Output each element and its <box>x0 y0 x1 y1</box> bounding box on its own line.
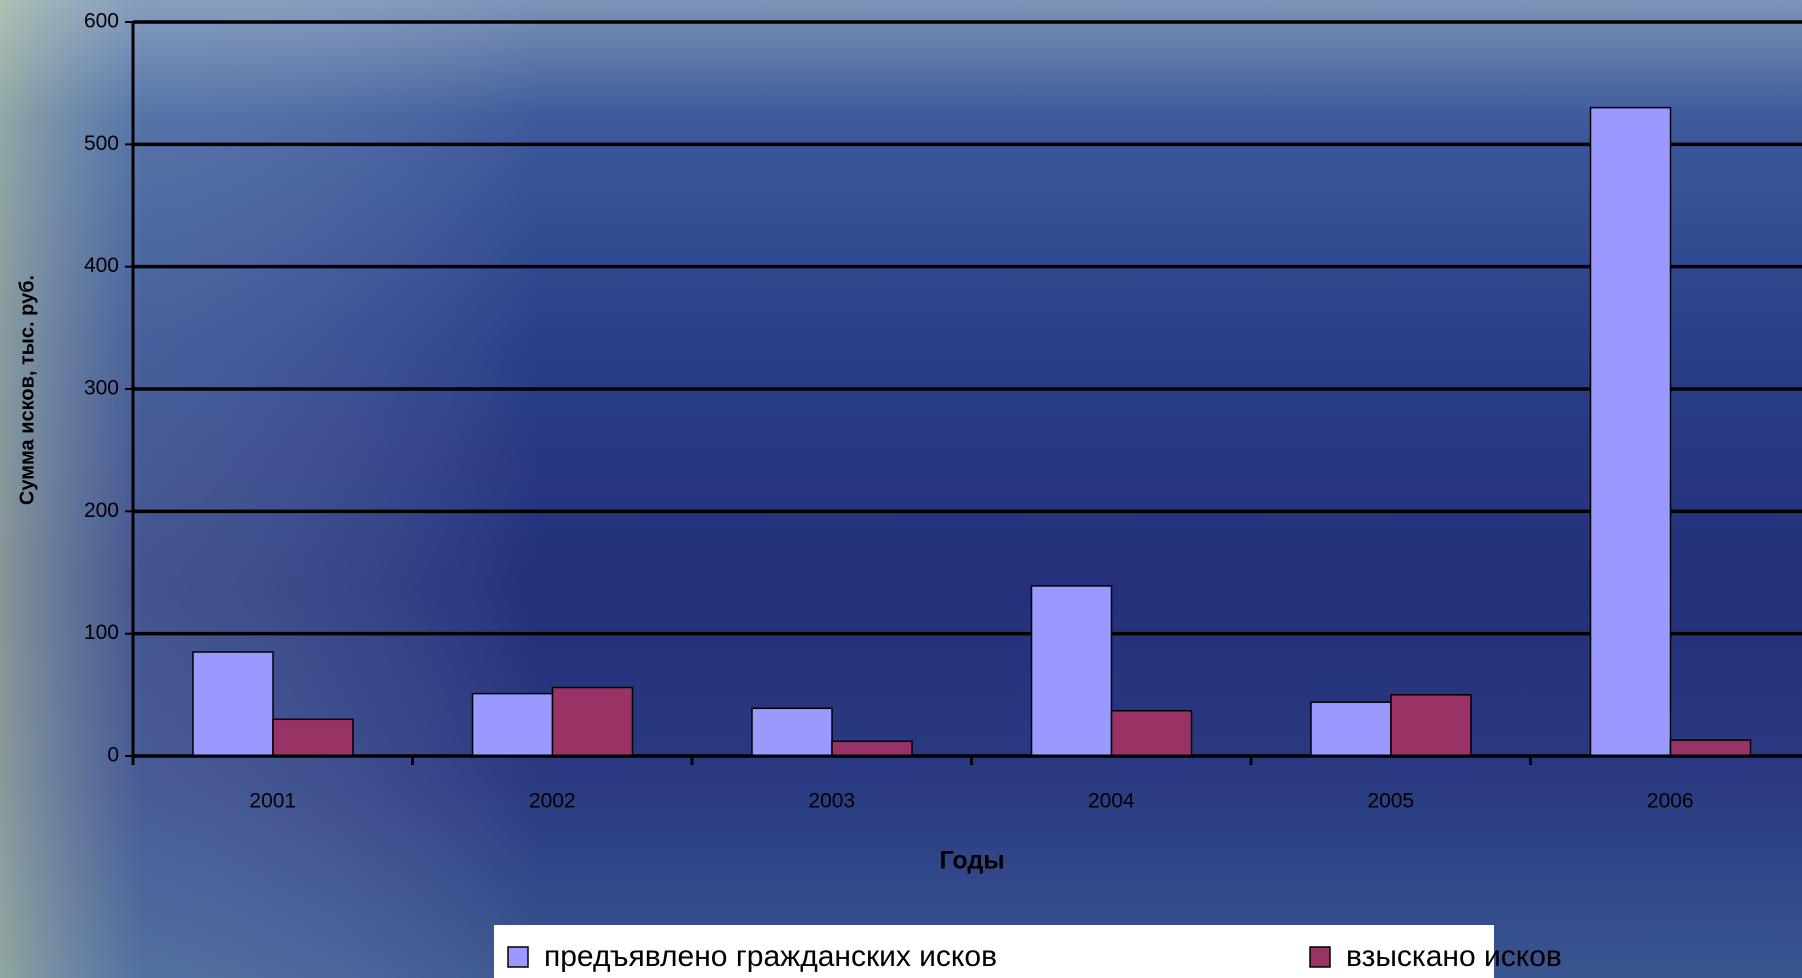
x-tick-label: 2002 <box>529 790 576 813</box>
bar <box>831 740 913 757</box>
bar <box>1669 739 1752 757</box>
legend-label: предъявлено гражданских исков <box>544 940 997 973</box>
bar <box>1030 585 1113 757</box>
legend-label: взыскано исков <box>1346 940 1562 973</box>
bar <box>751 707 833 757</box>
y-tick-label: 200 <box>84 499 119 522</box>
y-tick-label: 100 <box>84 621 119 644</box>
x-tick-label: 2003 <box>808 790 855 813</box>
bar <box>551 686 634 757</box>
x-tick-label: 2005 <box>1367 790 1414 813</box>
y-tick-label: 400 <box>84 254 119 277</box>
y-tick-label: 500 <box>84 132 119 155</box>
y-tick-label: 300 <box>84 377 119 400</box>
bar <box>1310 701 1392 757</box>
y-axis-label: Сумма исков, тыс. руб. <box>16 275 38 505</box>
x-tick-label: 2004 <box>1088 790 1135 813</box>
x-tick-label: 2001 <box>249 790 296 813</box>
bar <box>1110 709 1193 757</box>
bar <box>272 718 354 757</box>
y-tick-label: 600 <box>84 10 119 33</box>
legend-swatch <box>1309 946 1331 968</box>
legend-swatch <box>507 946 529 968</box>
y-tick-label: 0 <box>107 744 119 767</box>
bar <box>1390 694 1472 757</box>
x-axis-label: Годы <box>939 847 1004 875</box>
bar <box>1589 106 1672 757</box>
bar <box>192 651 274 757</box>
bar <box>471 692 554 757</box>
x-tick-label: 2006 <box>1647 790 1694 813</box>
